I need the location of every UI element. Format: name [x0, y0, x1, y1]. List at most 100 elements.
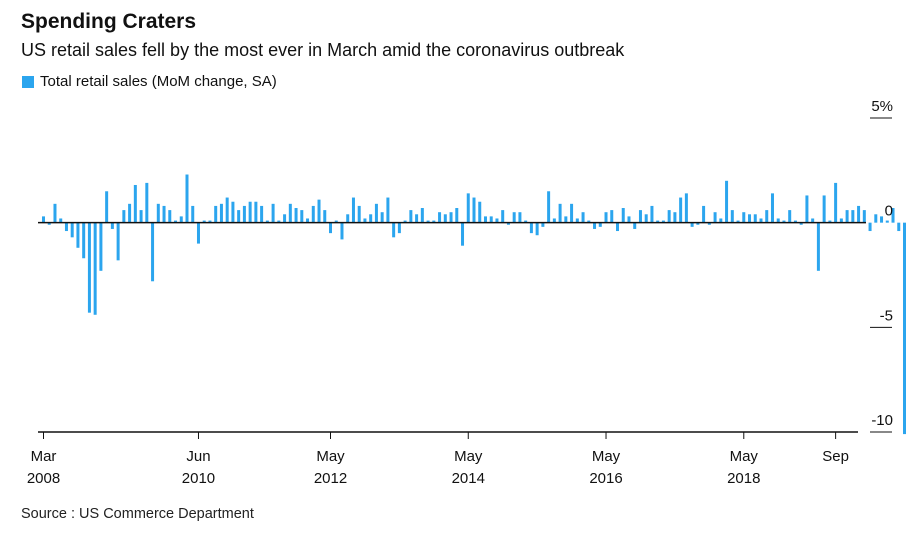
bar — [587, 220, 591, 223]
x-tick-label: Sep — [822, 448, 849, 465]
bar — [357, 205, 361, 223]
bar — [679, 197, 683, 223]
bar — [208, 220, 212, 223]
bar — [76, 222, 80, 248]
bar — [610, 210, 614, 223]
bar — [811, 218, 815, 223]
bar — [753, 214, 757, 223]
bar — [202, 220, 206, 223]
bar — [805, 195, 809, 223]
bar — [736, 220, 740, 223]
bar — [656, 220, 660, 223]
bar — [483, 216, 487, 223]
x-tick-year: 2010 — [182, 470, 215, 487]
bar — [156, 203, 160, 223]
bar — [759, 218, 763, 223]
bar — [242, 205, 246, 223]
x-tick-label: Jun — [186, 448, 210, 465]
x-tick-year: 2008 — [27, 470, 60, 487]
bar — [621, 208, 625, 223]
bar — [770, 193, 774, 223]
bar — [547, 191, 551, 223]
x-tick-label: May — [730, 448, 759, 465]
x-tick-year: 2018 — [727, 470, 760, 487]
bar — [868, 222, 872, 232]
bar — [874, 214, 878, 223]
y-tick-label: 5% — [871, 98, 893, 115]
x-tick-label: May — [316, 448, 345, 465]
bar — [432, 220, 436, 223]
legend-swatch — [22, 75, 34, 88]
bar — [897, 222, 901, 232]
bar — [151, 222, 155, 282]
bar — [363, 218, 367, 223]
bar — [219, 203, 223, 223]
bar — [719, 218, 723, 223]
bar — [351, 197, 355, 223]
bar — [271, 203, 275, 223]
bar — [231, 201, 235, 223]
bar — [690, 222, 694, 227]
x-tick-year: 2012 — [314, 470, 347, 487]
bar — [461, 222, 465, 246]
bar — [616, 222, 619, 232]
bar — [105, 191, 109, 223]
bar — [346, 214, 350, 223]
bar — [99, 222, 103, 271]
y-tick-label: -10 — [871, 412, 893, 429]
bar — [306, 218, 310, 223]
bar — [374, 203, 378, 223]
bar — [145, 182, 149, 223]
bar — [128, 203, 132, 223]
bar — [730, 210, 734, 223]
bar — [638, 210, 642, 223]
bar — [443, 214, 447, 223]
bar — [857, 205, 861, 223]
bar — [122, 210, 126, 223]
bar — [294, 208, 298, 223]
bar — [839, 218, 843, 223]
bar — [673, 212, 677, 223]
bar — [409, 210, 413, 223]
bar — [748, 214, 752, 223]
bar — [880, 216, 884, 223]
bar — [277, 220, 281, 223]
bar — [495, 218, 499, 223]
bar — [214, 205, 218, 223]
bar — [420, 208, 424, 223]
y-tick-label: -5 — [880, 307, 893, 324]
bar — [191, 205, 195, 223]
bar — [489, 216, 493, 223]
bar — [765, 210, 769, 223]
bar — [529, 222, 533, 234]
bar — [386, 197, 390, 223]
bar — [380, 212, 384, 223]
bar — [260, 205, 264, 223]
bar — [891, 208, 895, 223]
bar — [323, 210, 327, 223]
bar — [116, 222, 120, 261]
bar — [466, 193, 470, 223]
bar — [570, 203, 574, 223]
bar — [684, 193, 688, 223]
bar — [340, 222, 344, 240]
bar — [725, 180, 729, 223]
x-tick-year: 2016 — [589, 470, 622, 487]
bar — [70, 222, 74, 238]
bar — [196, 222, 200, 244]
bar — [564, 216, 568, 223]
bar — [903, 222, 906, 435]
bar — [604, 212, 608, 223]
bar — [742, 212, 746, 223]
bar — [501, 210, 505, 223]
bar — [650, 205, 654, 223]
bar — [449, 212, 453, 223]
bar — [42, 216, 45, 223]
bar — [633, 222, 637, 229]
bar — [707, 222, 711, 225]
bar — [455, 208, 459, 223]
bar — [788, 210, 792, 223]
bar — [254, 201, 258, 223]
bar — [397, 222, 401, 234]
bar — [885, 220, 889, 223]
